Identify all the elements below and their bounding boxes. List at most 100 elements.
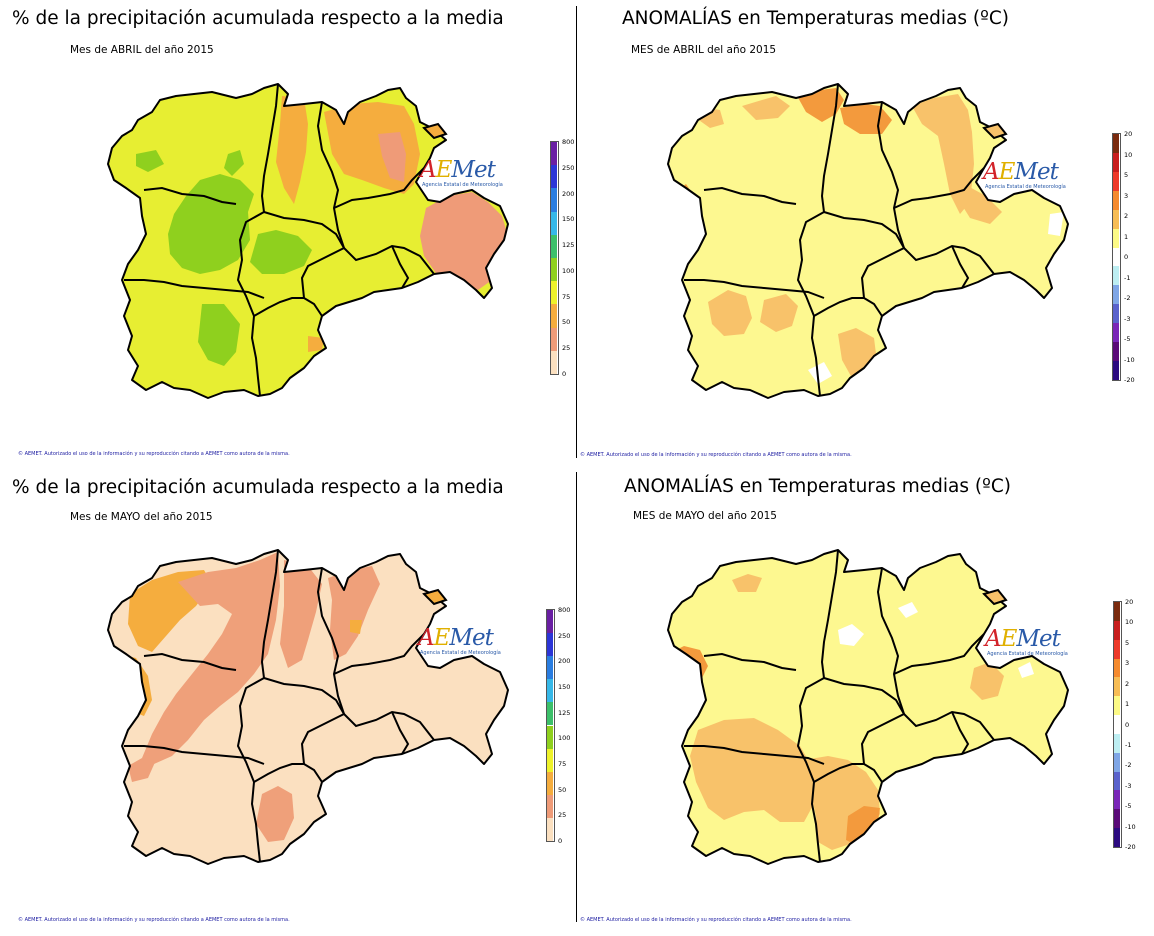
legend-tick-label: -2 — [1125, 761, 1132, 770]
panel-title: ANOMALÍAS en Temperaturas medias (ºC) — [624, 476, 1011, 497]
legend-tick-label: 2 — [1124, 212, 1129, 220]
province-border — [860, 713, 905, 765]
region-map — [667, 549, 1069, 865]
legend-swatch — [1112, 190, 1119, 210]
value-zone — [136, 150, 164, 172]
legend-swatch — [550, 281, 557, 305]
value-zone — [350, 620, 362, 634]
value-zone — [1048, 212, 1064, 236]
province-border — [813, 763, 883, 783]
legend-tick-label: 250 — [558, 631, 571, 640]
legend-swatch — [1112, 152, 1119, 172]
aemet-logo: AEMet Agencia Estatal de Meteorología — [420, 158, 503, 194]
panel-title: % de la precipitación acumulada respecto… — [12, 8, 504, 29]
legend-frame — [1112, 133, 1121, 381]
color-scale-legend: 20 10 5 3 2 1 0 -1 -2 -3 -5 -10 -20 — [1112, 130, 1152, 384]
value-zone — [250, 230, 312, 274]
map-panel-temp-april: ANOMALÍAS en Temperaturas medias (ºC) ME… — [577, 0, 1152, 466]
map-panel-temp-may: ANOMALÍAS en Temperaturas medias (ºC) ME… — [577, 468, 1152, 934]
legend-swatch — [1113, 677, 1120, 697]
legend-tick-label: -5 — [1124, 335, 1131, 343]
legend-tick-label: -2 — [1124, 294, 1131, 302]
province-border — [300, 247, 345, 299]
legend-swatch — [1112, 342, 1119, 362]
province-border — [260, 549, 279, 679]
legend-swatch — [546, 748, 553, 772]
map-panel-precip-may: % de la precipitación acumulada respecto… — [0, 468, 575, 934]
province-border — [951, 711, 970, 755]
legend-swatch — [546, 633, 553, 657]
legend-tick-label: -10 — [1125, 822, 1136, 831]
province-border — [250, 781, 261, 863]
legend-tick-label: 125 — [562, 241, 575, 250]
value-zone — [378, 132, 406, 182]
legend-tick-label: 800 — [558, 606, 571, 614]
map-panel-precip-april: % de la precipitación acumulada respecto… — [0, 0, 575, 466]
legend-tick-label: 20 — [1124, 130, 1133, 138]
legend-tick-label: 150 — [558, 683, 571, 691]
value-zone — [912, 94, 974, 214]
legend-swatch — [550, 234, 557, 258]
legend-tick-label: 1 — [1124, 232, 1129, 241]
legend-swatch — [546, 656, 553, 680]
legend-tick-label: 0 — [1125, 720, 1130, 729]
legend-swatch — [1113, 715, 1120, 734]
panel-subtitle: Mes de MAYO del año 2015 — [70, 511, 213, 523]
enclave-outline — [982, 588, 1008, 606]
legend-swatch — [1112, 228, 1119, 248]
value-zone — [328, 566, 380, 660]
legend-swatch — [1112, 134, 1119, 153]
legend-swatch — [550, 350, 557, 374]
legend-tick-label: 75 — [558, 760, 567, 768]
province-border — [703, 652, 797, 671]
legend-swatch — [1113, 809, 1120, 829]
province-border — [860, 247, 905, 299]
province-border — [893, 633, 985, 675]
province-border — [796, 211, 825, 317]
province-border — [820, 83, 839, 213]
legend-tick-label: 125 — [558, 708, 571, 717]
legend-tick-label: 25 — [562, 344, 571, 353]
logo-wordmark: AEMet — [418, 625, 494, 651]
legend-tick-label: 10 — [1124, 150, 1133, 159]
legend-swatch — [550, 327, 557, 351]
legend-swatch — [550, 304, 557, 328]
legend-swatch — [546, 610, 553, 634]
legend-tick-label: 0 — [558, 837, 563, 845]
province-border — [810, 781, 821, 863]
aemet-logo: AEMet Agencia Estatal de Meteorología — [985, 626, 1068, 663]
value-zone — [168, 174, 254, 274]
panel-divider-bottom — [576, 472, 577, 922]
legend-tick-label: 2 — [1125, 679, 1130, 688]
legend-tick-label: -1 — [1124, 273, 1131, 282]
legend-tick-label: -20 — [1124, 376, 1135, 384]
province-border — [253, 763, 323, 783]
legend-tick-label: 20 — [1125, 598, 1134, 606]
province-border — [333, 633, 425, 675]
province-border — [810, 315, 821, 397]
legend-tick-label: 100 — [562, 266, 575, 275]
legend-tick-label: -1 — [1125, 740, 1132, 749]
legend-swatch — [546, 817, 553, 841]
province-border — [316, 101, 345, 249]
logo-wordmark: AEMet — [985, 626, 1061, 652]
province-border — [876, 567, 905, 715]
color-scale-legend: 800 250 200 150 125 100 75 50 25 0 — [546, 606, 586, 845]
value-zone — [1018, 662, 1034, 678]
legend-swatch — [1113, 696, 1120, 716]
value-zone — [276, 96, 308, 204]
region-outline — [667, 83, 1069, 399]
map-fill — [108, 550, 508, 864]
province-border — [263, 677, 435, 741]
aemet-logo: AEMet Agencia Estatal de Meteorología — [418, 625, 501, 662]
value-zone — [280, 560, 322, 668]
copyright-footer: © AEMET. Autorizado el uso de la informa… — [18, 917, 290, 923]
legend-swatch — [1113, 733, 1120, 753]
legend-frame — [546, 609, 555, 842]
value-zone — [808, 362, 832, 384]
province-border — [893, 167, 985, 209]
province-border — [300, 713, 345, 765]
legend-swatch — [550, 142, 557, 166]
province-border — [391, 245, 410, 289]
legend-swatch — [1112, 266, 1119, 286]
